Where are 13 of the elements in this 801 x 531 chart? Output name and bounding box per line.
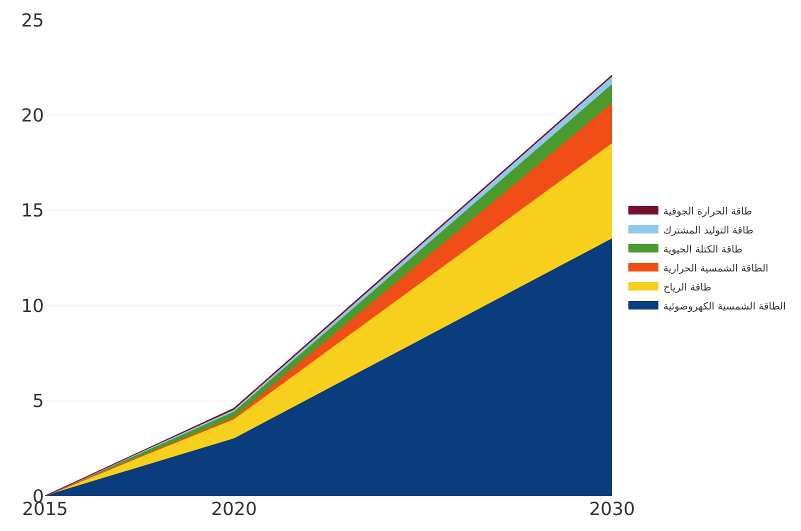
legend-label: الطاقة الشمسية الكهروضوئية [663,301,786,312]
legend-label: الطاقة الشمسية الحرارية [663,263,768,274]
y-tick-label: 10 [21,296,44,317]
legend-label: طاقة التوليد المشترك [663,225,754,236]
y-tick-label: 5 [32,391,44,412]
y-tick-label: 20 [21,106,44,126]
x-tick-label: 2030 [589,499,635,520]
legend-label: طاقة الحرارة الجوفية [663,206,752,218]
y-tick-label: 25 [21,10,44,32]
legend-label: طاقة الكتلة الحيوية [663,244,743,256]
legend-label: طاقة الرياح [663,282,712,294]
x-tick-label: 2020 [211,499,257,520]
y-tick-label: 15 [21,200,44,222]
